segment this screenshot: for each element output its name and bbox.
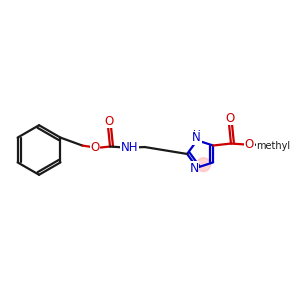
Text: N: N	[189, 162, 199, 175]
Text: H: H	[193, 130, 200, 140]
Text: O: O	[245, 138, 254, 151]
Text: O: O	[104, 115, 113, 128]
Text: methyl: methyl	[256, 140, 291, 151]
Text: O: O	[91, 141, 100, 154]
Text: O: O	[225, 112, 235, 125]
Circle shape	[196, 158, 211, 172]
Text: NH: NH	[121, 141, 138, 154]
Text: N: N	[192, 131, 201, 144]
